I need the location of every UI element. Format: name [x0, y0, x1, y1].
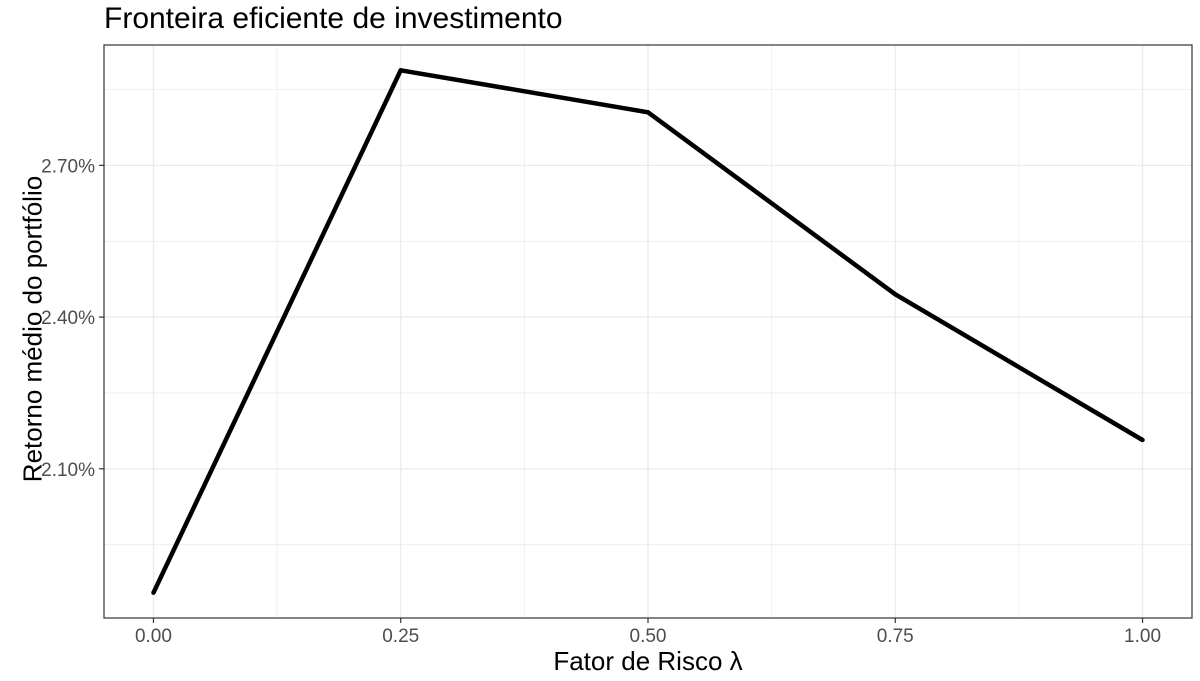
y-tick-label: 2.10%	[41, 460, 95, 481]
y-axis-label: Retorno médio do portfólio	[17, 175, 48, 483]
x-tick-label: 0.75	[877, 626, 914, 647]
chart-title: Fronteira eficiente de investimento	[104, 2, 563, 35]
y-tick-label: 2.40%	[41, 308, 95, 329]
x-tick-label: 0.50	[630, 626, 667, 647]
data-point	[893, 292, 898, 297]
x-axis-label: Fator de Risco λ	[553, 646, 743, 676]
data-point	[1140, 437, 1145, 443]
data-point	[398, 68, 403, 73]
x-tick-label: 1.00	[1124, 626, 1161, 647]
data-point	[645, 110, 651, 115]
y-tick-label: 2.70%	[41, 156, 95, 177]
data-point	[151, 590, 156, 595]
x-tick-label: 0.00	[135, 626, 172, 647]
x-tick-label: 0.25	[382, 626, 419, 647]
